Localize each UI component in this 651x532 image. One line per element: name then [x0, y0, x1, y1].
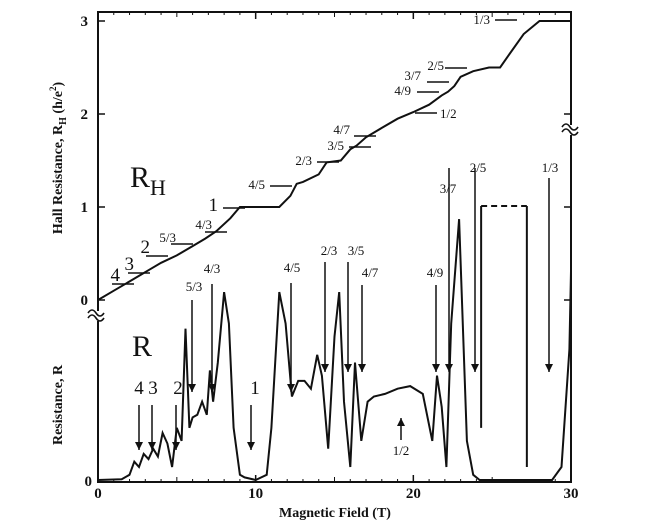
arrow-label: 1/3: [542, 160, 559, 175]
field-arrow-head: [321, 364, 329, 372]
upper-panel-title: RH: [130, 161, 166, 200]
arrow-label: 3/7: [440, 181, 457, 196]
plateau-label: 4/7: [333, 122, 350, 137]
plateau-label: 4/5: [248, 177, 265, 192]
field-arrow-head: [344, 364, 352, 372]
y-tick-label: 3: [81, 14, 89, 30]
plateau-label: 2/5: [427, 58, 444, 73]
arrow-label: 2: [173, 378, 183, 399]
arrow-label: 2/3: [321, 243, 338, 258]
plateau-label: 4: [111, 265, 121, 286]
field-arrow-head: [358, 364, 366, 372]
x-axis-title: Magnetic Field (T): [279, 506, 391, 521]
plateau-label: 3/5: [327, 138, 344, 153]
plateau-label: 3/7: [404, 68, 421, 83]
plateau-label: 1: [209, 195, 219, 216]
plateau-label: 5/3: [159, 230, 176, 245]
arrow-label: 4/3: [204, 261, 221, 276]
arrow-label: 3: [148, 378, 158, 399]
x-tick-label: 0: [94, 486, 102, 502]
field-arrow-head: [208, 384, 216, 392]
field-arrow-head: [148, 442, 156, 450]
field-arrow-head: [287, 384, 295, 392]
x-tick-label: 20: [406, 486, 421, 502]
field-arrow-head: [432, 364, 440, 372]
lower-panel-title: R: [132, 330, 152, 363]
arrow-label: 5/3: [186, 279, 203, 294]
field-arrow-head: [172, 442, 180, 450]
plateau-label: 4/9: [394, 83, 411, 98]
y-tick-label-lower: 0: [85, 474, 93, 490]
y-tick-label: 1: [81, 200, 89, 216]
upper-y-axis-title: Hall Resistance, RH (h/e2): [48, 82, 69, 235]
arrow-label: 1/2: [393, 443, 410, 458]
field-arrow-head: [247, 442, 255, 450]
field-arrow-head: [135, 442, 143, 450]
field-arrow-head: [445, 364, 453, 372]
arrow-label: 3/5: [348, 243, 365, 258]
field-arrow-head: [471, 364, 479, 372]
plateau-label: 2: [141, 237, 151, 258]
plateau-label: 1/3: [473, 12, 490, 27]
field-arrow-head: [545, 364, 553, 372]
lower-y-axis-title: Resistance, R: [51, 364, 66, 445]
axis-break-left: [87, 309, 106, 322]
arrow-label: 4: [134, 378, 144, 399]
plateau-label: 3: [125, 254, 135, 275]
x-tick-label: 10: [248, 486, 263, 502]
x-tick-label: 30: [564, 486, 579, 502]
plateau-label: 2/3: [295, 153, 312, 168]
field-arrow-head: [188, 384, 196, 392]
axis-break-right: [561, 123, 579, 136]
resistance-line: [97, 219, 572, 482]
arrow-label: 4/5: [284, 260, 301, 275]
arrow-label: 2/5: [470, 160, 487, 175]
arrow-label: 4/7: [362, 265, 379, 280]
plateau-label: 4/3: [195, 217, 212, 232]
field-arrow-head: [397, 418, 405, 426]
arrow-label: 1: [250, 378, 260, 399]
y-tick-label: 0: [81, 293, 89, 309]
plateau-label: 1/2: [440, 106, 457, 121]
arrow-label: 4/9: [427, 265, 444, 280]
hall-resistance-line: [97, 20, 571, 301]
y-tick-label: 2: [81, 107, 89, 123]
